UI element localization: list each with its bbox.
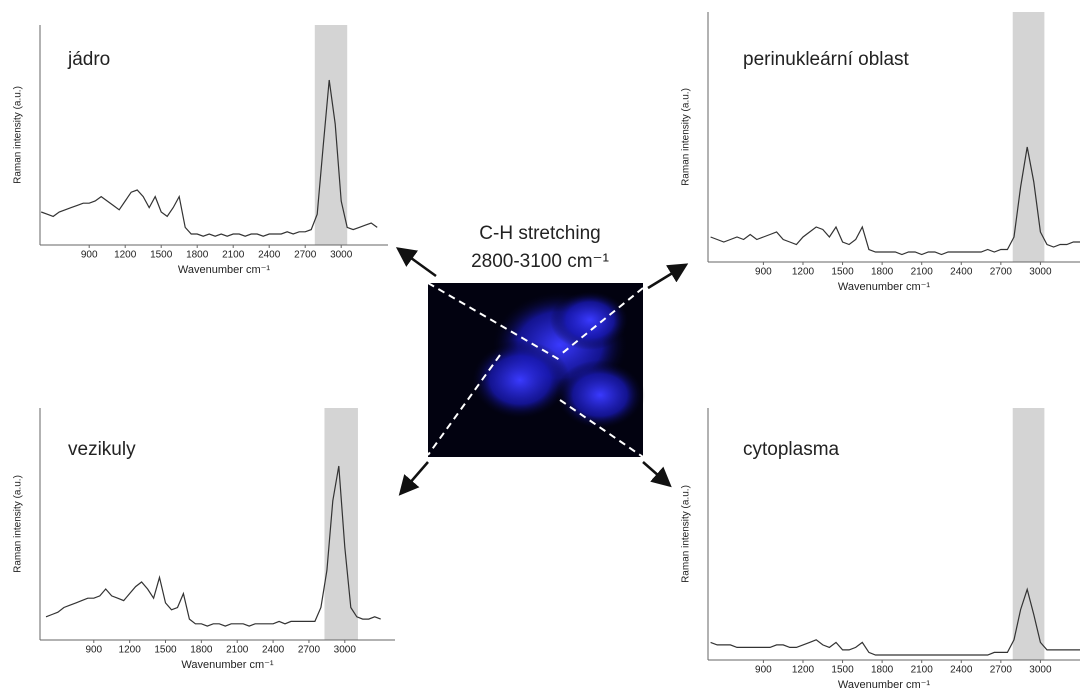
x-tick-label: 2400 — [258, 250, 281, 261]
x-tick-label: 1800 — [871, 267, 894, 278]
center-label: 2800-3100 cm⁻¹ — [471, 251, 609, 272]
chart: 900 1200 1500 1800 2100 2400 2700 3000 Wavenumbe… — [681, 408, 1080, 691]
x-tick-label: 1200 — [114, 250, 137, 261]
x-tick-label: 2100 — [222, 250, 245, 261]
x-tick-label: 2100 — [911, 267, 934, 278]
x-axis-label: Wavenumber cm⁻¹ — [838, 281, 931, 293]
spectrum-line — [710, 146, 1080, 256]
chart: 900 1200 1500 1800 2100 2400 2700 3000 Wavenumbe… — [681, 12, 1080, 293]
spectrum-line — [40, 79, 378, 237]
x-tick-label: 2400 — [950, 665, 973, 676]
x-tick-label: 2400 — [262, 645, 285, 656]
x-tick-label: 3000 — [334, 645, 357, 656]
cell-image — [427, 282, 645, 458]
x-tick-label: 2100 — [226, 645, 249, 656]
y-axis-label: Raman intensity (a.u.) — [13, 475, 24, 573]
x-tick-label: 1500 — [831, 267, 854, 278]
x-tick-label: 900 — [755, 665, 772, 676]
x-tick-label: 1500 — [154, 645, 177, 656]
highlight-band — [1012, 408, 1045, 660]
x-tick-label: 900 — [81, 250, 98, 261]
chart-title: jádro — [67, 49, 110, 70]
x-tick-label: 3000 — [1029, 267, 1052, 278]
x-tick-label: 2700 — [990, 665, 1013, 676]
x-axis-label: Wavenumber cm⁻¹ — [181, 659, 274, 671]
x-tick-label: 1200 — [119, 645, 142, 656]
chart-title: vezikuly — [68, 439, 136, 460]
x-axis-label: Wavenumber cm⁻¹ — [178, 264, 271, 276]
arrows — [395, 247, 689, 496]
x-tick-label: 1800 — [190, 645, 213, 656]
chart-title: perinukleární oblast — [743, 49, 910, 70]
x-tick-label: 1800 — [871, 665, 894, 676]
x-tick-label: 1800 — [186, 250, 209, 261]
x-tick-label: 900 — [85, 645, 102, 656]
x-tick-label: 900 — [755, 267, 772, 278]
x-tick-label: 2700 — [298, 645, 321, 656]
y-axis-label: Raman intensity (a.u.) — [681, 88, 692, 186]
x-tick-label: 3000 — [330, 250, 353, 261]
y-axis-label: Raman intensity (a.u.) — [13, 86, 24, 184]
x-tick-label: 1500 — [831, 665, 854, 676]
x-axis-label: Wavenumber cm⁻¹ — [838, 679, 931, 691]
spectrum-line — [45, 465, 381, 627]
spectrum-line — [710, 587, 1080, 656]
highlight-band — [314, 25, 348, 245]
y-axis-label: Raman intensity (a.u.) — [681, 485, 692, 583]
chart: 900 1200 1500 1800 2100 2400 2700 3000 Wavenumbe… — [13, 25, 388, 276]
x-tick-label: 2100 — [911, 665, 934, 676]
x-tick-label: 2700 — [294, 250, 317, 261]
x-tick-label: 1200 — [792, 665, 815, 676]
x-tick-label: 3000 — [1029, 665, 1052, 676]
chart: 900 1200 1500 1800 2100 2400 2700 3000 Wavenumbe… — [13, 408, 395, 671]
highlight-band — [324, 408, 358, 640]
center-label: C-H stretching — [479, 223, 600, 244]
x-tick-label: 2700 — [990, 267, 1013, 278]
x-tick-label: 1500 — [150, 250, 173, 261]
chart-title: cytoplasma — [743, 439, 840, 460]
x-tick-label: 2400 — [950, 267, 973, 278]
x-tick-label: 1200 — [792, 267, 815, 278]
